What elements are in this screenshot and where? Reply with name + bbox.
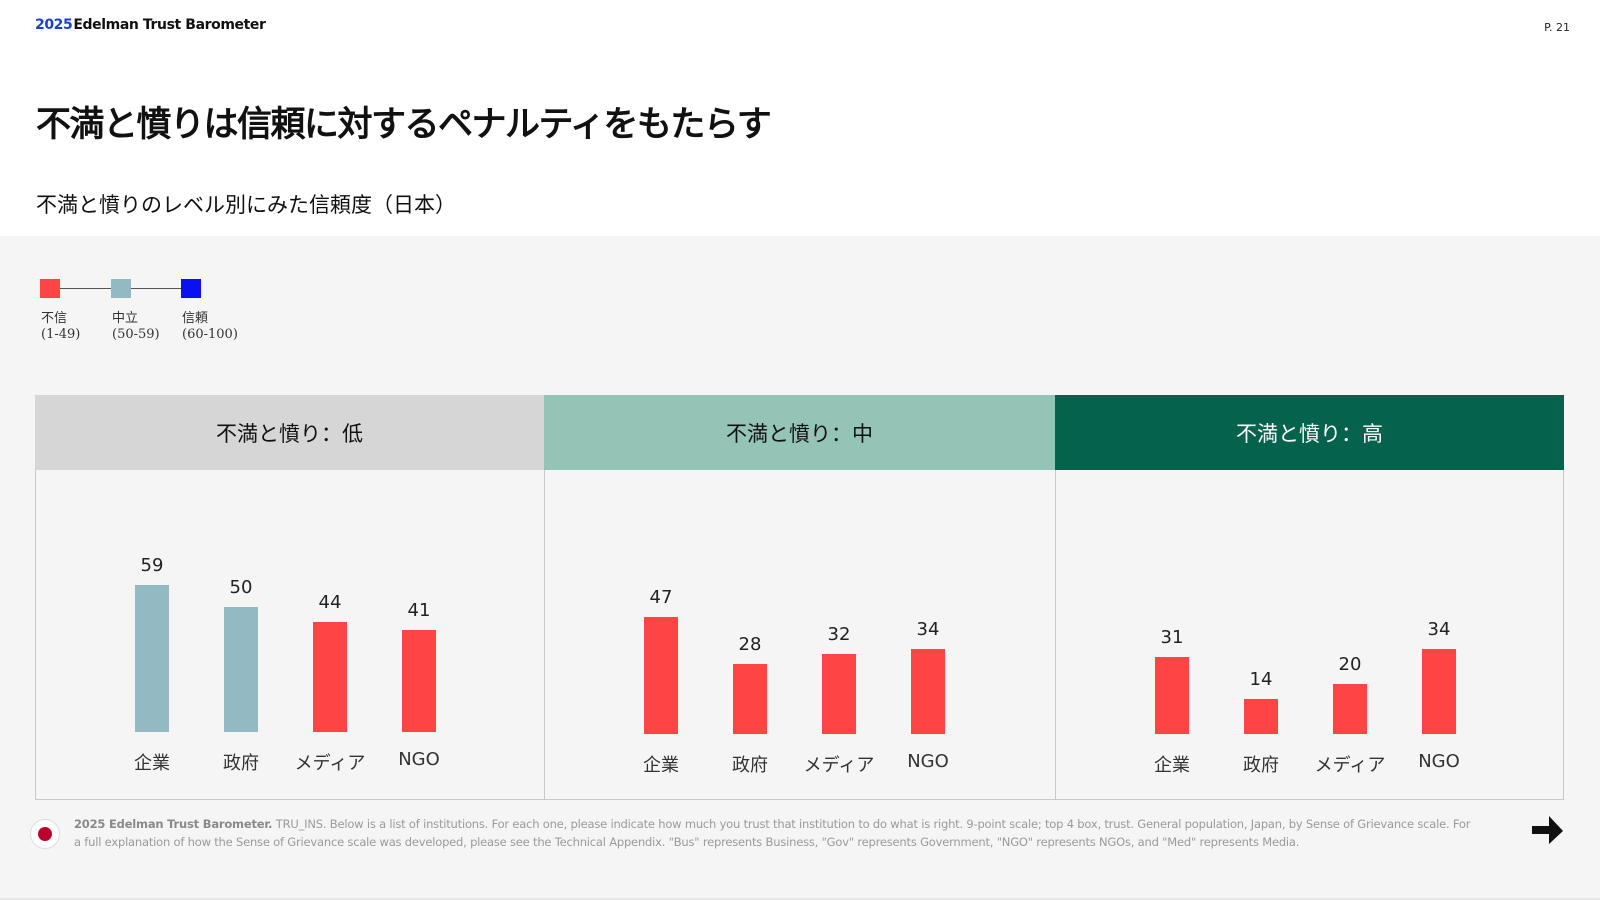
bar bbox=[313, 622, 347, 732]
bar bbox=[822, 654, 856, 734]
bar bbox=[1422, 649, 1456, 734]
data-label: 50 bbox=[229, 577, 253, 598]
bar bbox=[1333, 684, 1367, 734]
page-number: P. 21 bbox=[1544, 21, 1570, 34]
next-arrow-icon[interactable] bbox=[1532, 815, 1564, 845]
category-label: NGO bbox=[1418, 751, 1460, 772]
data-label: 20 bbox=[1338, 654, 1362, 675]
data-label: 41 bbox=[407, 599, 431, 621]
panel-header-low: 不満と憤り：低 bbox=[35, 395, 544, 470]
data-label: 34 bbox=[916, 619, 940, 640]
legend-swatch-neutral bbox=[111, 279, 131, 298]
legend-range: (1-49) bbox=[41, 327, 81, 342]
data-label: 14 bbox=[1249, 669, 1273, 690]
legend-range: (60-100) bbox=[182, 327, 238, 342]
legend-item-distrust: 不信 (1-49) bbox=[41, 311, 80, 343]
footnote-source: 2025 Edelman Trust Barometer. bbox=[74, 817, 273, 831]
brand-logo: 2025Edelman Trust Barometer bbox=[35, 17, 266, 33]
data-label: 44 bbox=[318, 592, 342, 613]
bar bbox=[644, 616, 678, 734]
category-label: 政府 bbox=[223, 753, 259, 774]
brand-name: Edelman Trust Barometer bbox=[73, 17, 266, 33]
panel-header-mid: 不満と憤り：中 bbox=[544, 395, 1055, 470]
data-label: 31 bbox=[1160, 626, 1184, 648]
category-label: 政府 bbox=[1243, 755, 1279, 776]
bar bbox=[1155, 656, 1189, 734]
legend-swatch-distrust bbox=[40, 279, 60, 298]
legend-label: 信頼 bbox=[182, 311, 209, 326]
brand-year: 2025 bbox=[35, 17, 73, 33]
panel-divider bbox=[544, 470, 545, 800]
category-label: メディア bbox=[803, 755, 875, 776]
category-label: 企業 bbox=[1154, 755, 1190, 776]
legend-item-trust: 信頼 (60-100) bbox=[182, 311, 238, 343]
content-background bbox=[0, 236, 1600, 900]
page-subtitle: 不満と憤りのレベル別にみた信頼度（日本） bbox=[36, 193, 456, 217]
legend-label: 不信 bbox=[41, 311, 68, 326]
category-label: NGO bbox=[398, 749, 440, 770]
category-label: 企業 bbox=[134, 753, 170, 774]
page-title: 不満と憤りは信頼に対するペナルティをもたらす bbox=[36, 105, 772, 145]
footnote: 2025 Edelman Trust Barometer. TRU_INS. B… bbox=[74, 815, 1474, 851]
category-label: NGO bbox=[907, 751, 949, 772]
data-label: 28 bbox=[738, 634, 762, 655]
category-label: メディア bbox=[1314, 755, 1386, 776]
flag-sun bbox=[38, 827, 52, 841]
legend-label: 中立 bbox=[112, 311, 139, 326]
bar bbox=[224, 607, 258, 732]
data-label: 59 bbox=[140, 554, 164, 576]
category-label: 政府 bbox=[732, 755, 768, 776]
legend: 不信 (1-49) 中立 (50-59) 信頼 (60-100) bbox=[40, 278, 280, 348]
legend-range: (50-59) bbox=[112, 327, 160, 342]
category-label: メディア bbox=[294, 753, 366, 774]
bar bbox=[402, 629, 436, 732]
bar bbox=[135, 584, 169, 732]
legend-swatch-trust bbox=[181, 279, 201, 298]
panel-header-high: 不満と憤り：高 bbox=[1055, 395, 1564, 470]
bar bbox=[911, 649, 945, 734]
category-label: 企業 bbox=[643, 755, 679, 776]
japan-flag-icon bbox=[30, 819, 60, 849]
bar bbox=[733, 664, 767, 734]
bottom-rule bbox=[0, 898, 1600, 900]
data-label: 32 bbox=[827, 624, 851, 645]
data-label: 34 bbox=[1427, 619, 1451, 640]
legend-item-neutral: 中立 (50-59) bbox=[112, 311, 160, 343]
bar bbox=[1244, 699, 1278, 734]
panel-divider bbox=[1055, 470, 1056, 800]
data-label: 47 bbox=[649, 586, 673, 608]
footnote-text: TRU_INS. Below is a list of institutions… bbox=[74, 817, 1471, 849]
